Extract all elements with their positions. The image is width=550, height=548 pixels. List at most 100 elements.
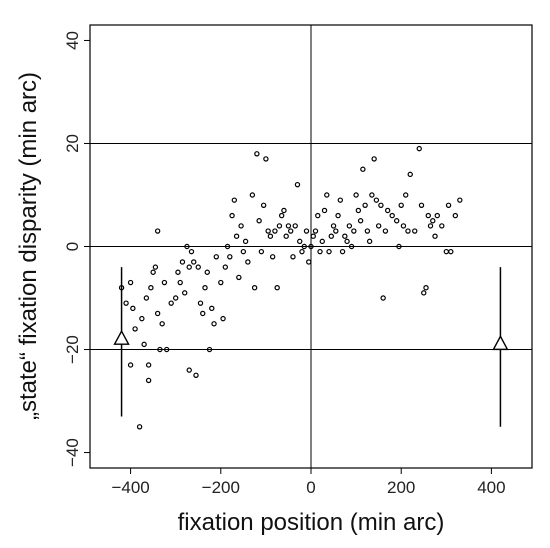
data-point	[136, 424, 143, 430]
data-point	[351, 228, 357, 234]
data-point	[398, 202, 404, 208]
data-point	[159, 321, 165, 327]
data-point	[260, 202, 267, 208]
data-point	[220, 315, 226, 322]
data-point	[278, 212, 285, 219]
data-point	[132, 326, 138, 332]
annotations	[113, 267, 509, 427]
data-point	[127, 279, 134, 286]
data-point	[227, 254, 233, 260]
data-point	[157, 346, 163, 353]
data-point	[434, 212, 440, 219]
y-tick-label: 40	[63, 31, 82, 50]
data-point	[163, 346, 170, 353]
data-point	[315, 212, 321, 219]
data-point	[148, 285, 154, 291]
data-point	[249, 192, 256, 198]
data-point	[301, 243, 307, 250]
data-point	[360, 166, 366, 172]
data-point	[265, 228, 271, 234]
data-point	[335, 212, 341, 219]
x-tick-label: 400	[477, 478, 505, 497]
data-point	[281, 207, 287, 214]
data-point	[288, 228, 294, 234]
data-point	[231, 197, 238, 203]
data-point	[267, 233, 274, 239]
data-point	[306, 259, 312, 265]
data-point	[317, 248, 323, 255]
data-point	[240, 248, 247, 255]
triangle-marker	[492, 334, 509, 351]
data-point	[427, 223, 434, 229]
data-point	[357, 218, 364, 224]
data-point	[348, 243, 355, 250]
data-point	[191, 259, 197, 265]
data-point	[186, 367, 192, 373]
data-point	[321, 207, 328, 214]
data-point	[143, 295, 150, 301]
data-point	[403, 192, 409, 198]
data-point	[168, 300, 174, 306]
data-point	[272, 228, 278, 234]
data-point	[154, 310, 161, 317]
data-points	[118, 145, 463, 430]
data-point	[425, 212, 431, 219]
data-point	[378, 202, 384, 208]
gridlines	[90, 25, 532, 468]
data-point	[161, 279, 168, 286]
data-point	[245, 259, 251, 265]
data-point	[179, 259, 186, 265]
data-point	[312, 228, 319, 234]
y-axis-ticks: −40 −20 0 20 40	[63, 31, 90, 467]
data-point	[130, 305, 136, 312]
data-point	[319, 238, 325, 245]
data-point	[175, 269, 181, 275]
data-point	[283, 233, 289, 239]
data-point	[218, 279, 224, 286]
data-point	[213, 254, 219, 260]
data-point	[346, 223, 353, 229]
data-point	[238, 223, 244, 229]
data-point	[407, 171, 413, 178]
data-point	[211, 321, 217, 327]
data-point	[200, 310, 206, 317]
data-point	[310, 233, 316, 239]
x-axis-label: fixation position (min arc)	[178, 509, 445, 536]
data-point	[326, 248, 332, 255]
data-point	[206, 346, 213, 353]
data-point	[145, 377, 152, 384]
data-point	[362, 202, 368, 208]
data-point	[303, 228, 310, 234]
data-point	[269, 254, 276, 260]
data-point	[430, 218, 436, 224]
data-point	[229, 212, 235, 219]
x-tick-label: 0	[306, 478, 315, 497]
data-point	[254, 151, 260, 157]
data-point	[233, 233, 240, 239]
data-point	[154, 228, 161, 234]
data-point	[299, 248, 305, 255]
data-point	[297, 238, 303, 245]
data-point	[432, 233, 438, 239]
data-point	[222, 264, 229, 270]
x-tick-label: −200	[202, 478, 240, 497]
data-point	[445, 202, 452, 208]
data-point	[256, 218, 262, 224]
data-point	[452, 212, 459, 219]
data-point	[236, 274, 242, 281]
data-point	[274, 285, 280, 291]
data-point	[389, 212, 395, 219]
data-point	[337, 197, 344, 203]
data-point	[186, 264, 192, 270]
data-point	[396, 243, 402, 250]
data-point	[139, 315, 145, 322]
data-point	[364, 228, 371, 234]
x-tick-label: −400	[111, 478, 149, 497]
data-point	[393, 218, 400, 224]
data-point	[405, 228, 411, 234]
data-point	[416, 145, 422, 152]
data-point	[380, 295, 386, 301]
data-point	[193, 372, 199, 378]
data-point	[342, 233, 348, 239]
